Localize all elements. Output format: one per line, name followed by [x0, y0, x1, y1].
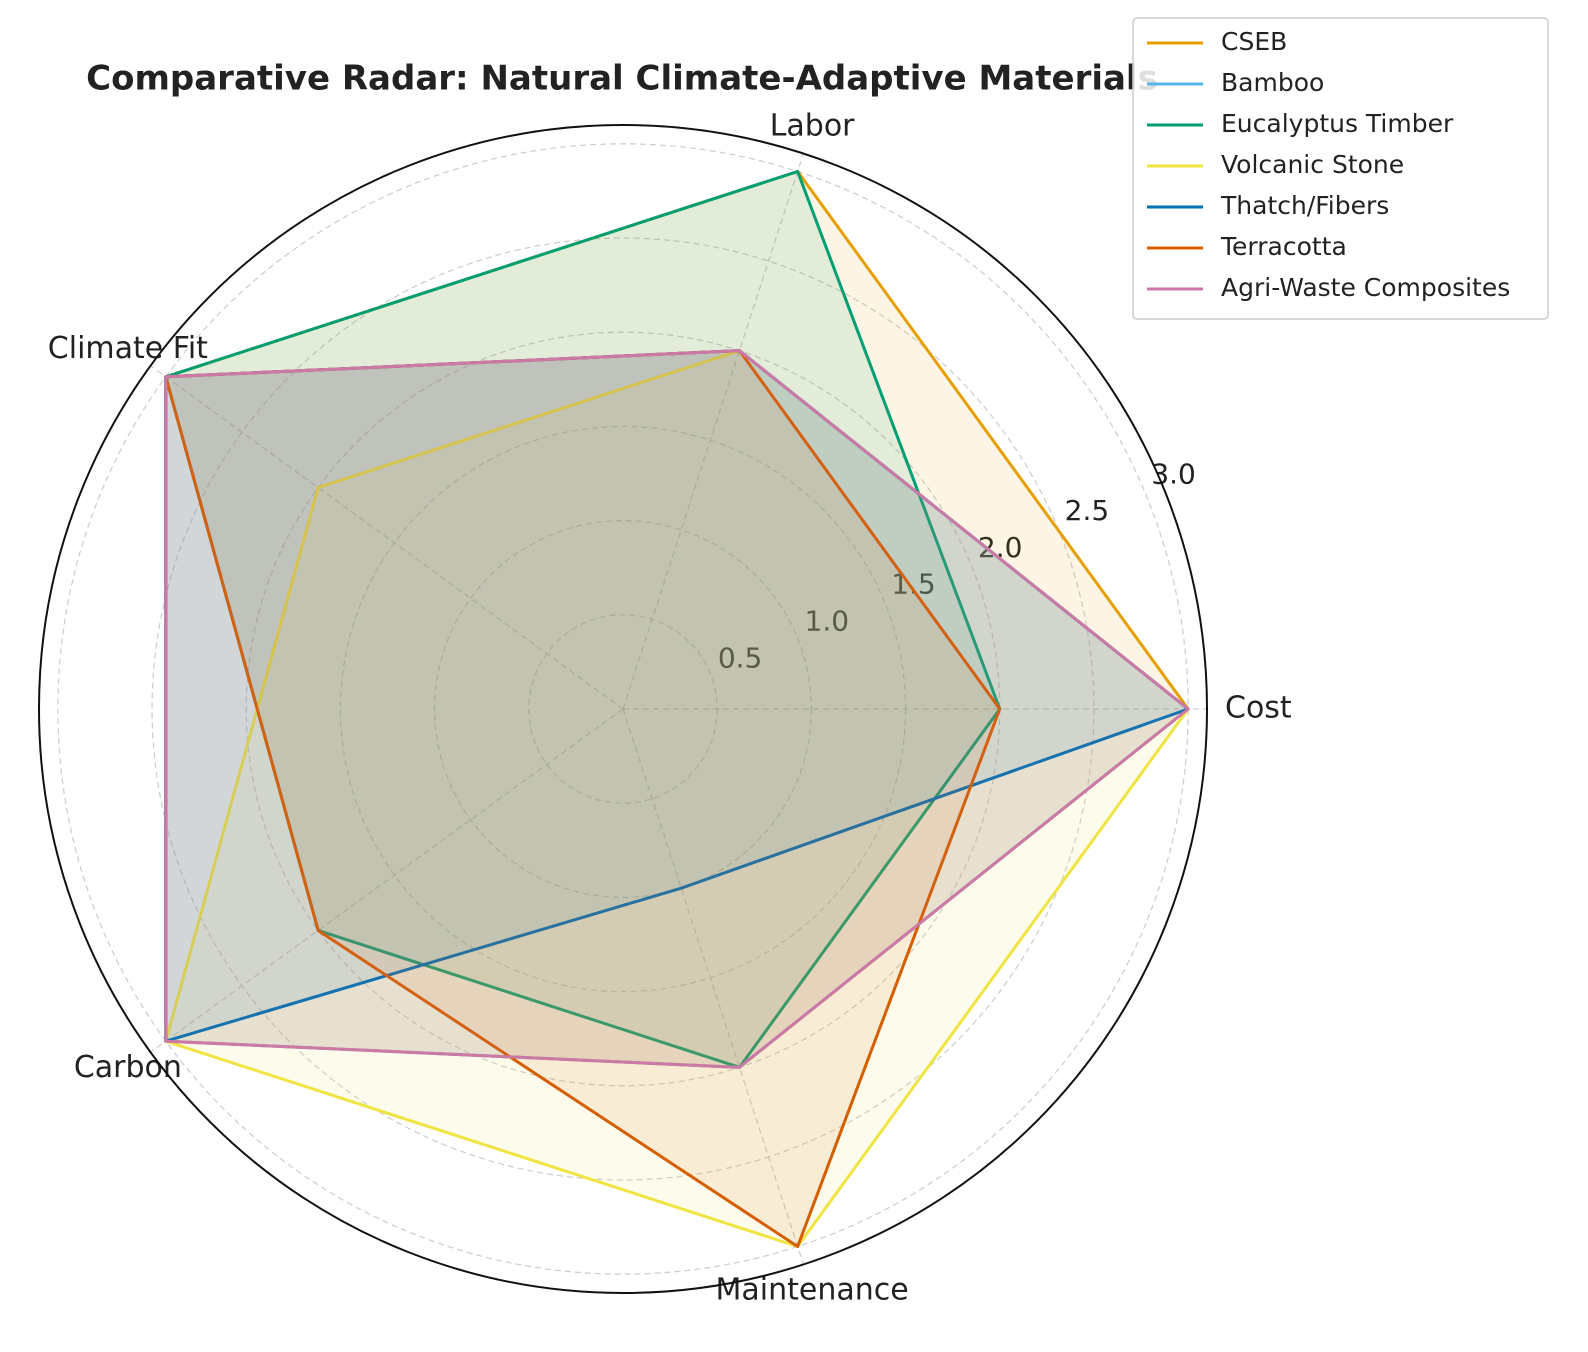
legend-box: [1132, 17, 1549, 320]
series-area: [165, 350, 1189, 1247]
axis-label: Climate Fit: [48, 331, 208, 366]
axis-label: Cost: [1225, 691, 1292, 726]
axis-label: Labor: [770, 108, 855, 143]
spoke: [150, 365, 624, 710]
grid-circle: [434, 520, 812, 898]
axis-label: Maintenance: [716, 1273, 909, 1308]
spoke: [150, 708, 624, 1053]
series-area: [165, 171, 1000, 1068]
series-area: [165, 171, 1189, 1068]
chart-title: Comparative Radar: Natural Climate-Adapt…: [86, 59, 1158, 99]
r-tick-label: 0.5: [718, 641, 763, 674]
series-area: [165, 350, 1189, 1042]
spoke: [622, 153, 805, 710]
outer-circle: [38, 124, 1208, 1294]
r-tick-label: 1.5: [891, 568, 936, 601]
legend-label: Agri-Waste Composites: [1221, 273, 1510, 302]
axis-label: Carbon: [74, 1050, 182, 1085]
legend-label: Terracotta: [1220, 232, 1347, 261]
series-line: [164, 349, 1190, 1069]
legend-label: Thatch/Fibers: [1220, 191, 1389, 220]
legend-label: Bamboo: [1221, 68, 1324, 97]
spoke: [622, 708, 805, 1265]
r-tick-label: 2.5: [1065, 494, 1110, 527]
r-tick-label: 1.0: [805, 604, 850, 637]
series-area: [165, 350, 1189, 1068]
legend-label: Eucalyptus Timber: [1221, 109, 1454, 138]
series-line: [164, 349, 1002, 1248]
r-tick-label: 3.0: [1151, 457, 1196, 490]
legend-label: CSEB: [1221, 27, 1287, 56]
series-area: [165, 350, 1000, 1247]
legend-label: Volcanic Stone: [1221, 150, 1404, 179]
